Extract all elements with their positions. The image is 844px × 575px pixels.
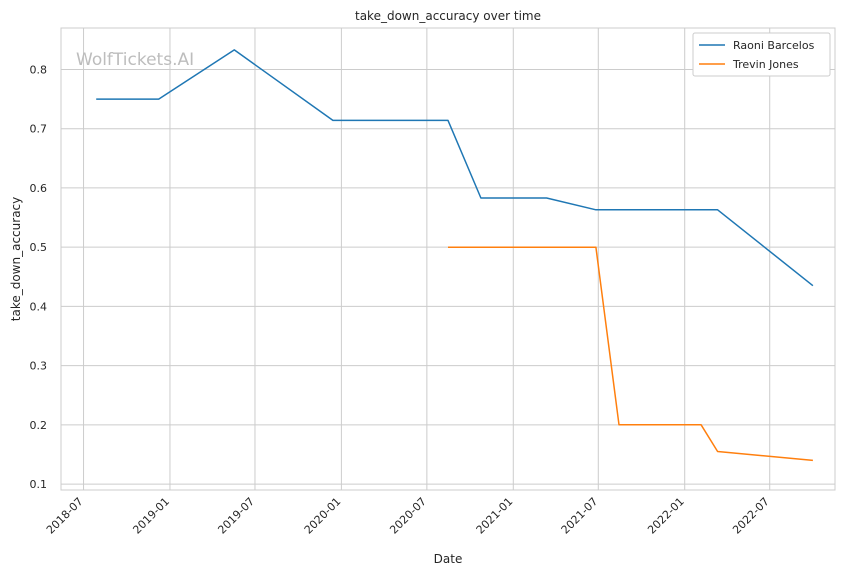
y-tick-label: 0.7 (30, 123, 48, 136)
x-axis-label: Date (434, 552, 463, 566)
y-tick-label: 0.2 (30, 419, 48, 432)
y-axis-label: take_down_accuracy (9, 197, 23, 321)
x-tick-labels: 2018-07 2019-01 2019-07 2020-01 2020-07 2021-… (44, 495, 772, 537)
y-tick-label: 0.1 (30, 478, 48, 491)
legend-box (692, 32, 831, 77)
series-line-raoni-barcelos (96, 49, 814, 287)
series-line-trevin-jones (448, 246, 813, 462)
x-tick-label: 2020-07 (387, 495, 429, 537)
x-gridlines (83, 28, 771, 490)
plot-background (61, 28, 835, 490)
legend-entry: Trevin Jones (732, 58, 799, 71)
y-tick-label: 0.4 (30, 300, 48, 313)
x-tick-label: 2019-07 (215, 495, 257, 537)
chart-title: take_down_accuracy over time (355, 9, 541, 23)
y-tick-label: 0.8 (30, 63, 48, 76)
plot-frame (60, 27, 836, 491)
x-tick-label: 2018-07 (44, 495, 86, 537)
x-tick-label: 2021-07 (559, 495, 601, 537)
y-tick-label: 0.5 (30, 241, 48, 254)
watermark: WolfTickets.AI (76, 50, 194, 70)
x-tick-label: 2020-01 (302, 495, 344, 537)
legend-entry: Raoni Barcelos (733, 39, 815, 52)
legend: Raoni Barcelos Trevin Jones (692, 32, 831, 77)
x-tick-label: 2019-01 (130, 495, 172, 537)
y-tick-label: 0.6 (30, 182, 48, 195)
y-tick-label: 0.3 (30, 360, 48, 373)
x-tick-label: 2021-01 (474, 495, 516, 537)
y-tick-labels: 0.1 0.2 0.3 0.4 0.5 0.6 0.7 0.8 (30, 63, 48, 491)
x-tick-label: 2022-07 (730, 495, 772, 537)
x-tick-label: 2022-01 (645, 495, 687, 537)
series-layer (96, 49, 814, 462)
